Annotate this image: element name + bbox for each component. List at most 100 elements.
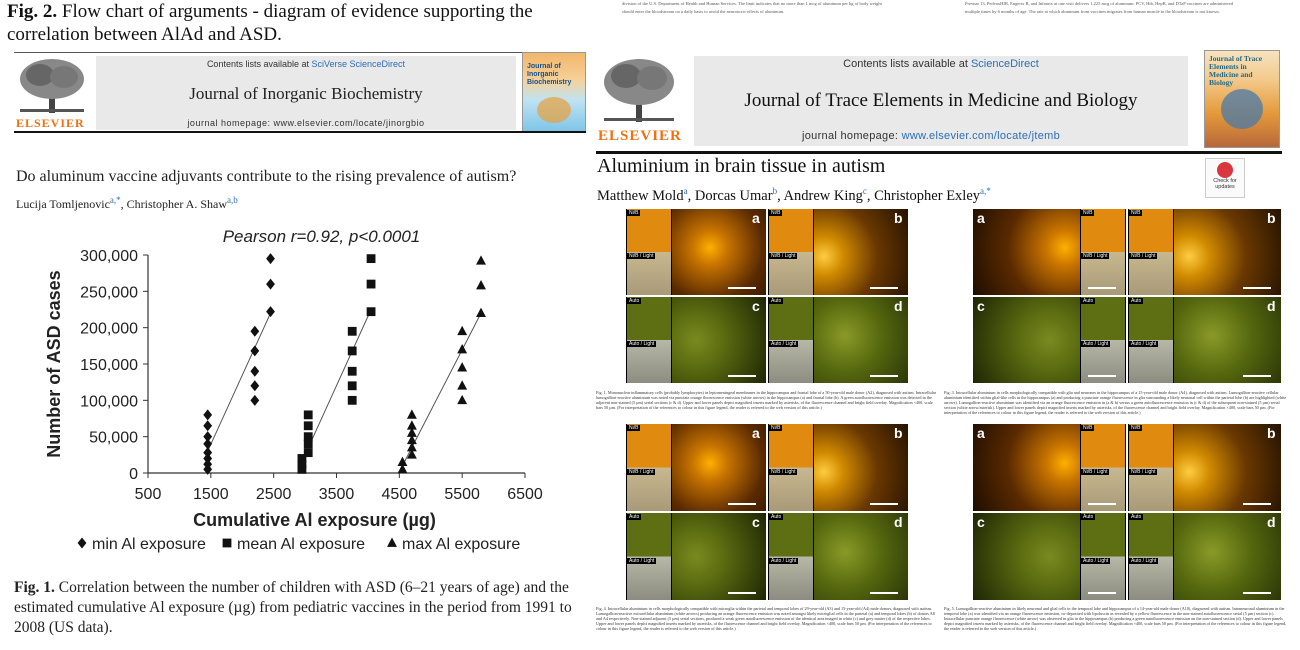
data-point (397, 463, 408, 474)
scale-bar (870, 503, 898, 505)
micrograph-panel: Auto Auto / Light d (1128, 297, 1281, 383)
figure-legend: Fig. 5. Lumogallion-reactive aluminium i… (944, 606, 1287, 631)
y-tick-label: 300,000 (80, 248, 138, 265)
left-homepage-line: journal homepage: www.elsevier.com/locat… (187, 118, 425, 128)
data-point (203, 409, 213, 421)
figure-legend: Fig. 3. Intracellular aluminium in cells… (944, 390, 1287, 415)
left-contents-line: Contents lists available at SciVerse Sci… (206, 59, 406, 69)
legend-label: mean Al exposure (237, 536, 365, 553)
author-name: Christopher A. Shaw (126, 197, 228, 211)
sciencedirect-link[interactable]: ScienceDirect (970, 58, 1039, 70)
data-point (457, 325, 468, 336)
right-article-title: Aluminium in brain tissue in autism (597, 155, 886, 177)
left-authors: Lucija Tomljenovica,*, Christopher A. Sh… (16, 195, 238, 211)
data-point (366, 307, 376, 317)
magnified-insert (1128, 513, 1174, 600)
data-point (347, 326, 357, 336)
magnified-insert (1080, 513, 1126, 600)
figure-2-caption: Fig. 2. Flow chart of arguments - diagra… (7, 0, 577, 46)
channel-tag: Auto / Light (769, 341, 799, 347)
data-point (406, 434, 417, 445)
right-journal-header: ELSEVIER Contents lists available at Sci… (596, 50, 1282, 154)
panel-label: b (1267, 425, 1276, 441)
panel-label: d (894, 514, 903, 530)
magnified-insert (1128, 424, 1174, 511)
right-cover-title: Journal of Trace Elements in Medicine an… (1209, 54, 1263, 87)
channel-tag: Ni/B / Light (769, 253, 798, 259)
data-point (406, 427, 417, 437)
left-article-title: Do aluminum vaccine adjuvants contribute… (16, 168, 517, 185)
micrograph-panel: Auto Auto / Light d (768, 513, 908, 600)
channel-tag: Ni/B (627, 425, 641, 431)
data-point (203, 420, 213, 432)
micrograph-panel: Auto Auto / Light c (973, 513, 1126, 600)
channel-tag: Auto (769, 514, 784, 520)
chart-title: Pearson r=0.92, p<0.0001 (223, 227, 421, 246)
x-axis-label: Cumulative Al exposure (µg) (193, 510, 436, 530)
check-updates-icon (1217, 162, 1233, 178)
right-journal-cover: Journal of Trace Elements in Medicine an… (1204, 50, 1280, 148)
check-for-updates-button[interactable]: Check for updates (1205, 158, 1245, 198)
scale-bar (728, 375, 756, 377)
y-tick-label: 250,000 (80, 284, 138, 301)
data-point (266, 306, 275, 318)
data-point (297, 459, 307, 469)
x-tick-label: 5500 (444, 486, 480, 503)
figure-2-text: Flow chart of arguments - diagram of evi… (7, 1, 533, 45)
author-name: Lucija Tomljenovic (16, 197, 110, 211)
data-point (457, 343, 468, 354)
scale-bar (728, 592, 756, 594)
figure-2-label: Fig. 2. (7, 1, 58, 22)
scale-bar (728, 503, 756, 505)
channel-tag: Auto (627, 298, 642, 304)
micrograph-panel: Ni/B Ni/B / Light a (626, 424, 766, 511)
panel-label: d (894, 298, 903, 314)
right-contents-line: Contents lists available at ScienceDirec… (843, 58, 1039, 70)
data-point (457, 394, 468, 405)
panel-label: d (1267, 514, 1276, 530)
scale-bar (1243, 287, 1271, 289)
panel-label: a (752, 425, 760, 441)
data-point (347, 395, 357, 405)
magnified-insert (1080, 297, 1126, 383)
data-point (476, 307, 486, 317)
right-top-text-right: Prevnar 13, PedvaxHIB, Engerix B, and In… (965, 1, 1234, 14)
y-tick-label: 0 (129, 466, 138, 483)
magnified-insert (1080, 209, 1126, 295)
legend-marker (222, 538, 232, 548)
data-point (250, 365, 260, 377)
left-journal-bar: Contents lists available at SciVerse Sci… (96, 56, 516, 130)
data-point (347, 381, 357, 391)
data-point (476, 255, 486, 265)
scale-bar (1243, 592, 1271, 594)
legend-marker (77, 537, 87, 549)
x-tick-label: 500 (135, 486, 162, 503)
micrograph-panel: Auto Auto / Light c (626, 513, 766, 600)
figure-1-text: Correlation between the number of childr… (14, 579, 572, 636)
magnified-insert (768, 209, 814, 295)
channel-tag: Auto / Light (1081, 557, 1111, 564)
data-point (250, 325, 260, 337)
channel-tag: Ni/B (1129, 425, 1143, 431)
channel-tag: Ni/B (1081, 210, 1095, 216)
channel-tag: Auto / Light (1129, 341, 1159, 347)
data-point (303, 410, 313, 420)
channel-tag: Auto / Light (627, 557, 657, 564)
figure-legend: Fig. 1. Mononuclear inflammatory cells (… (596, 390, 937, 410)
channel-tag: Ni/B / Light (1129, 253, 1158, 259)
left-homepage-url[interactable]: www.elsevier.com/locate/jinorgbio (273, 118, 425, 128)
data-point (347, 366, 357, 376)
right-homepage-url[interactable]: www.elsevier.com/locate/jtemb (901, 130, 1061, 142)
channel-tag: Auto (1081, 514, 1096, 520)
magnified-insert (1128, 209, 1174, 295)
scale-bar (1088, 503, 1116, 505)
scale-bar (1088, 592, 1116, 594)
sciverse-link[interactable]: SciVerse ScienceDirect (311, 59, 406, 69)
x-tick-label: 3500 (319, 486, 355, 503)
data-point (297, 454, 307, 463)
data-point (297, 464, 307, 474)
channel-tag: Auto / Light (1081, 341, 1111, 347)
channel-tag: Auto / Light (1129, 557, 1159, 564)
channel-tag: Ni/B / Light (627, 253, 656, 259)
channel-tag: Auto (1129, 514, 1144, 520)
